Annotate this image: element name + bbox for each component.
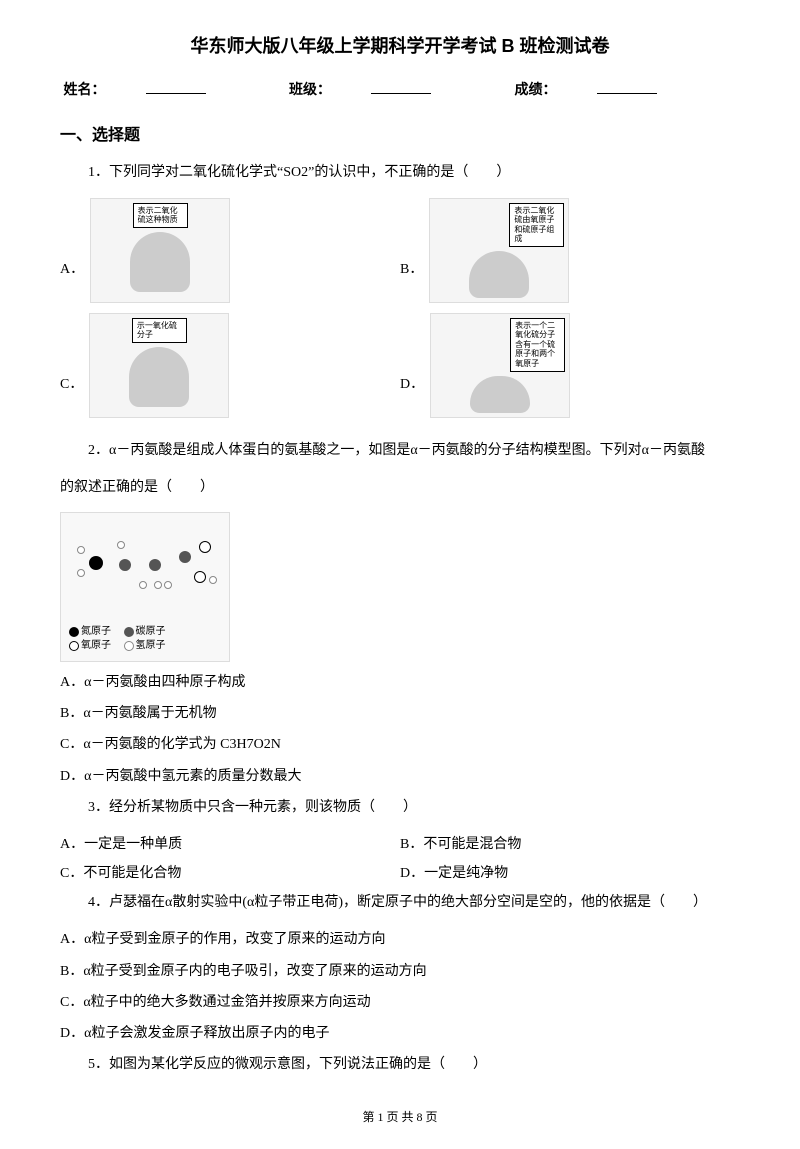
q2-opt-a: A．α－丙氨酸由四种原子构成 <box>60 670 740 695</box>
person-icon <box>469 251 529 298</box>
q1-opt-c: C． 示一氧化硫分子 <box>60 313 400 418</box>
legend-n-dot <box>69 627 79 637</box>
atom-o <box>199 541 211 553</box>
q1-a-bubble: 表示二氧化硫这种物质 <box>133 203 188 228</box>
q1-c-image: 示一氧化硫分子 <box>89 313 229 418</box>
atom-h <box>154 581 162 589</box>
q3-row2: C．不可能是化合物 D．一定是纯净物 <box>60 861 740 886</box>
q3-row1: A．一定是一种单质 B．不可能是混合物 <box>60 832 740 857</box>
q2-text2: 的叙述正确的是（ ） <box>60 475 740 500</box>
atom-h <box>164 581 172 589</box>
q1-c-bubble: 示一氧化硫分子 <box>132 318 187 343</box>
q1-a-letter: A． <box>60 257 84 302</box>
name-label: 姓名： <box>64 83 106 98</box>
q4-opt-d: D．α粒子会激发金原子释放出原子内的电子 <box>60 1021 740 1046</box>
atom-h <box>77 569 85 577</box>
molecule-legend: 氮原子 碳原子 氧原子 氢原子 <box>69 625 221 653</box>
legend-h-dot <box>124 641 134 651</box>
section-1-header: 一、选择题 <box>60 122 740 151</box>
q1-d-bubble: 表示一个二氧化硫分子含有一个硫原子和两个氧原子 <box>510 318 565 372</box>
q1-options: A． 表示二氧化硫这种物质 B． 表示二氧化硫由氧原子和硫原子组成 C． 示一氧… <box>60 198 740 428</box>
person-icon <box>130 232 190 292</box>
person-icon <box>470 376 530 413</box>
atom-o <box>194 571 206 583</box>
class-label: 班级： <box>289 83 331 98</box>
legend-o: 氧原子 <box>81 640 111 651</box>
q1-b-bubble: 表示二氧化硫由氧原子和硫原子组成 <box>509 203 564 247</box>
molecule-diagram <box>69 521 221 625</box>
class-blank <box>371 80 431 94</box>
q3-opt-d: D．一定是纯净物 <box>400 861 740 886</box>
atom-c <box>179 551 191 563</box>
q1-d-letter: D． <box>400 372 424 417</box>
score-label: 成绩： <box>515 83 557 98</box>
q1-text: 1．下列同学对二氧化硫化学式“SO2”的认识中，不正确的是（ ） <box>60 160 740 185</box>
q1-opt-a: A． 表示二氧化硫这种物质 <box>60 198 400 303</box>
person-icon <box>129 347 189 407</box>
q4-opt-b: B．α粒子受到金原子内的电子吸引，改变了原来的运动方向 <box>60 959 740 984</box>
legend-n: 氮原子 <box>81 626 111 637</box>
q1-b-letter: B． <box>400 257 423 302</box>
q1-opt-b: B． 表示二氧化硫由氧原子和硫原子组成 <box>400 198 740 303</box>
atom-h <box>117 541 125 549</box>
q2-opt-b: B．α－丙氨酸属于无机物 <box>60 701 740 726</box>
score-blank <box>597 80 657 94</box>
q1-d-image: 表示一个二氧化硫分子含有一个硫原子和两个氧原子 <box>430 313 570 418</box>
legend-o-dot <box>69 641 79 651</box>
q1-opt-d: D． 表示一个二氧化硫分子含有一个硫原子和两个氧原子 <box>400 313 740 418</box>
legend-c-dot <box>124 627 134 637</box>
atom-c <box>149 559 161 571</box>
atom-h <box>77 546 85 554</box>
q5-text: 5．如图为某化学反应的微观示意图，下列说法正确的是（ ） <box>60 1052 740 1077</box>
atom-n <box>89 556 103 570</box>
q1-b-image: 表示二氧化硫由氧原子和硫原子组成 <box>429 198 569 303</box>
q3-opt-a: A．一定是一种单质 <box>60 832 400 857</box>
name-blank <box>146 80 206 94</box>
atom-h <box>139 581 147 589</box>
q3-text: 3．经分析某物质中只含一种元素，则该物质（ ） <box>60 795 740 820</box>
exam-title: 华东师大版八年级上学期科学开学考试 B 班检测试卷 <box>60 30 740 62</box>
q3-opt-c: C．不可能是化合物 <box>60 861 400 886</box>
atom-c <box>119 559 131 571</box>
q1-a-image: 表示二氧化硫这种物质 <box>90 198 230 303</box>
legend-h: 氢原子 <box>136 640 166 651</box>
q2-text: 2．α－丙氨酸是组成人体蛋白的氨基酸之一，如图是α－丙氨酸的分子结构模型图。下列… <box>60 438 740 463</box>
atom-h <box>209 576 217 584</box>
page-footer: 第 1 页 共 8 页 <box>60 1107 740 1129</box>
q1-c-letter: C． <box>60 372 83 417</box>
q2-opt-d: D．α－丙氨酸中氢元素的质量分数最大 <box>60 764 740 789</box>
info-line: 姓名： 班级： 成绩： <box>60 78 740 103</box>
q4-opt-c: C．α粒子中的绝大多数通过金箔并按原来方向运动 <box>60 990 740 1015</box>
q3-opt-b: B．不可能是混合物 <box>400 832 740 857</box>
q2-molecule-image: 氮原子 碳原子 氧原子 氢原子 <box>60 512 230 662</box>
q2-opt-c: C．α－丙氨酸的化学式为 C3H7O2N <box>60 732 740 757</box>
legend-c: 碳原子 <box>136 626 166 637</box>
q4-text: 4．卢瑟福在α散射实验中(α粒子带正电荷)，断定原子中的绝大部分空间是空的，他的… <box>60 890 740 915</box>
q4-opt-a: A．α粒子受到金原子的作用，改变了原来的运动方向 <box>60 927 740 952</box>
